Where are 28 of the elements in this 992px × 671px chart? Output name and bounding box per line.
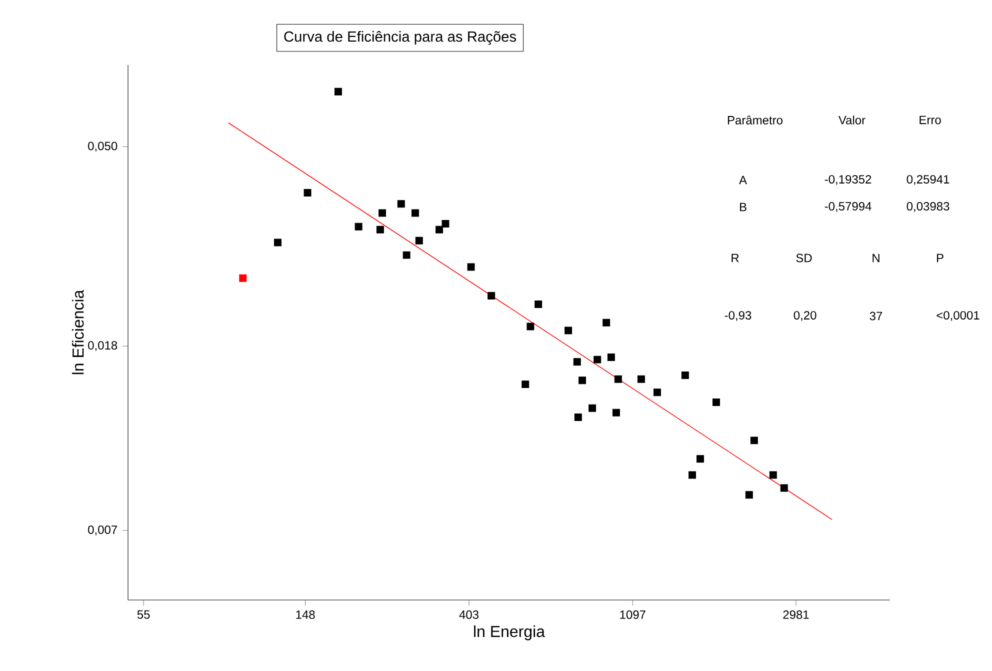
- x-tick-label: 1097: [620, 610, 646, 619]
- y-tick-label: 0,018: [88, 341, 118, 352]
- x-tick-label: 148: [296, 610, 315, 619]
- x-tick-label: 2981: [783, 610, 809, 619]
- x-tick-label: 403: [459, 610, 478, 619]
- annotation: B: [740, 202, 746, 212]
- annotation: -0,93: [724, 311, 752, 321]
- text: P: [936, 254, 944, 262]
- y-tick-label: 0,007: [88, 525, 118, 536]
- text: 0,25941: [906, 175, 950, 185]
- annotation: -0,57994: [824, 202, 872, 212]
- annotation: N: [872, 254, 880, 262]
- annotation: SD: [796, 254, 812, 262]
- chart-title: Curva de Eficiência para as Rações: [284, 30, 516, 45]
- annotation: A: [739, 176, 748, 184]
- x-axis-title: ln Energia: [474, 625, 545, 640]
- annotation: R: [732, 254, 739, 262]
- annotation: Valor: [838, 116, 866, 124]
- text: Erro: [920, 116, 941, 124]
- annotation: 0,20: [794, 311, 816, 321]
- y-tick-label: 0,050: [88, 142, 118, 152]
- annotation: 37: [870, 312, 882, 320]
- y-axis-title: ln Eficiencia: [72, 290, 84, 374]
- text: <0,0001: [936, 311, 980, 321]
- text: 0,03983: [906, 202, 950, 212]
- annotation: Parâmetro: [728, 116, 782, 124]
- x-tick-label: 55: [137, 610, 150, 619]
- annotation: -0,19352: [824, 175, 872, 185]
